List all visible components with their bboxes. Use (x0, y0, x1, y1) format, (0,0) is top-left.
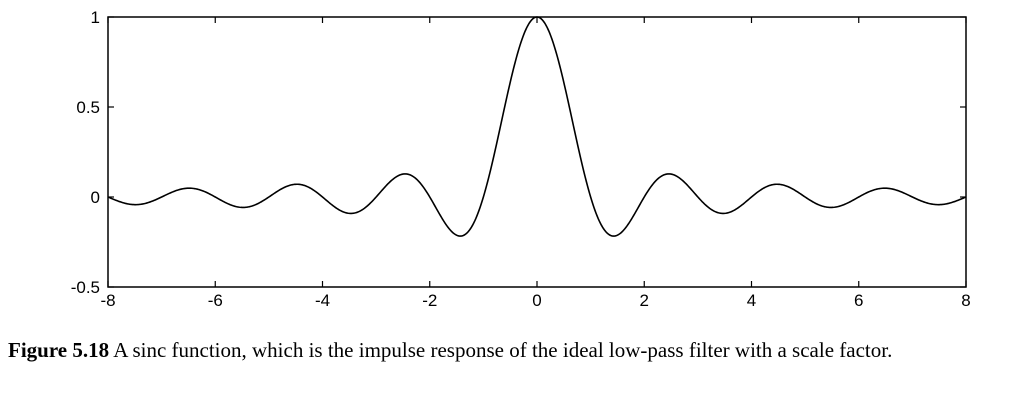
caption-text: A sinc function, which is the impulse re… (109, 338, 893, 362)
x-tick-label: 8 (961, 291, 970, 310)
y-tick-label: 1 (91, 8, 100, 27)
x-tick-label: 0 (532, 291, 541, 310)
figure-caption: Figure 5.18 A sinc function, which is th… (8, 337, 1008, 364)
sinc-chart: -0.5 0 0.5 1 -8 -6 -4 -2 0 2 4 6 8 (71, 8, 971, 310)
x-tick-label: 4 (747, 291, 756, 310)
y-tick-label: -0.5 (71, 278, 100, 297)
y-tick-label: 0 (91, 188, 100, 207)
x-tick-label: -8 (100, 291, 115, 310)
sinc-curve (107, 16, 967, 237)
x-tick-label: -4 (315, 291, 330, 310)
x-tick-label: 6 (854, 291, 863, 310)
x-axis-ticks: -8 -6 -4 -2 0 2 4 6 8 (100, 17, 971, 310)
x-tick-label: 2 (640, 291, 649, 310)
figure-label: Figure 5.18 (8, 338, 110, 362)
plot-frame (107, 16, 967, 288)
y-tick-label: 0.5 (76, 98, 100, 117)
x-tick-label: -6 (208, 291, 223, 310)
x-tick-label: -2 (422, 291, 437, 310)
